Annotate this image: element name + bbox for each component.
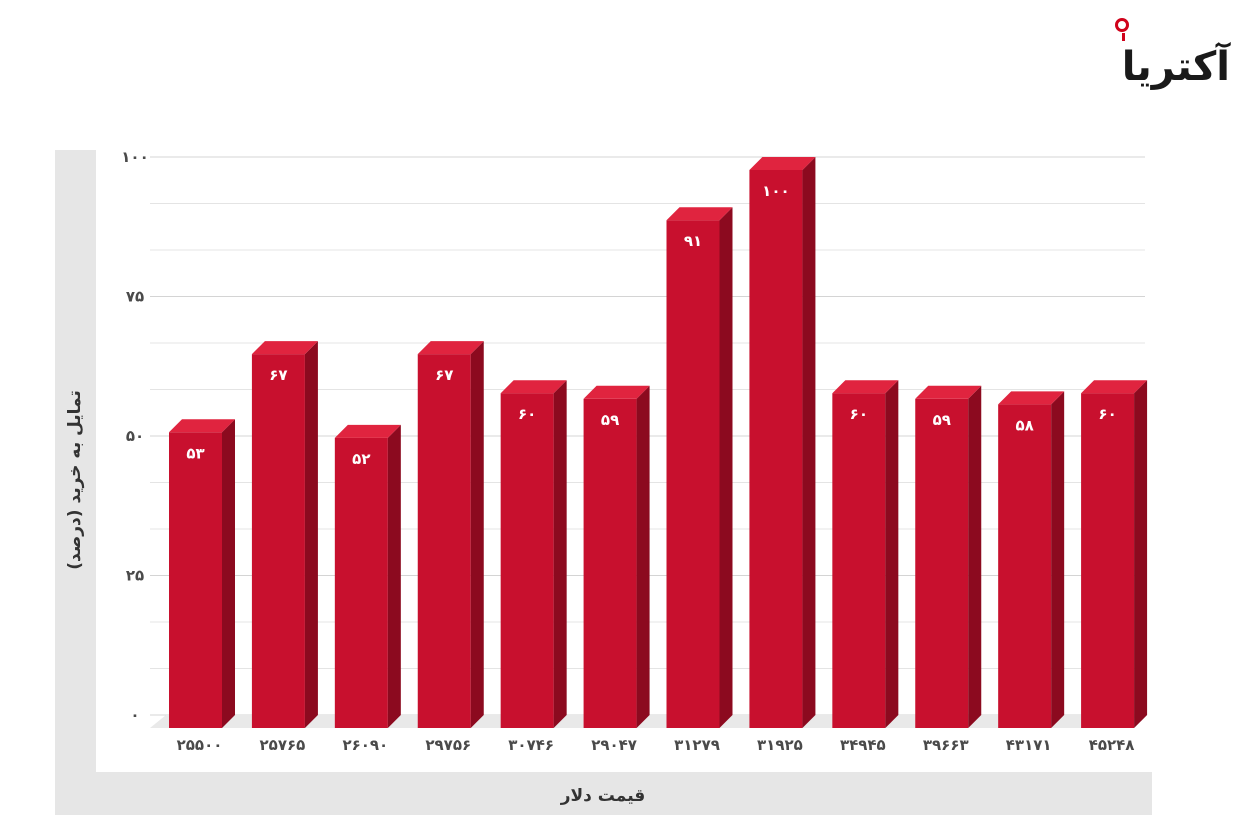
bar [500,393,554,728]
bar-side [222,419,235,728]
x-tick-label: ۳۴۹۴۵ [840,736,886,754]
bar [915,398,969,728]
bar-top [251,341,318,355]
bar-side [553,380,567,728]
bar-top [169,419,235,433]
x-tick-label: ۲۹۷۵۶ [425,736,471,754]
y-tick-label: ۱۰۰ [121,148,148,166]
x-tick-label: ۳۱۹۲۵ [757,736,803,754]
bar-top [500,380,567,394]
bar-top [666,207,733,221]
bar-side [470,341,484,728]
bar [998,404,1052,728]
x-tick-label: ۲۶۰۹۰ [342,736,388,754]
bar [1081,393,1135,728]
data-label: ۵۹ [601,411,619,429]
x-tick-label: ۳۱۲۷۹ [674,736,720,754]
bar-top [749,157,816,170]
logo-pin-icon [1115,18,1129,41]
data-label: ۶۰ [850,405,868,423]
x-tick-label: ۴۳۱۷۱ [1006,736,1052,754]
bar [251,354,305,728]
bar-top [915,385,982,399]
data-label: ۶۰ [1098,405,1116,423]
bar-side [719,207,733,729]
bar-side [1134,380,1148,728]
x-tick-label: ۲۵۵۰۰ [177,736,223,754]
bar [583,398,637,728]
x-tick-label: ۲۹۰۴۷ [591,736,637,754]
data-label: ۹۱ [684,232,702,250]
bar-side [636,385,650,728]
bar-top [334,424,401,438]
data-label: ۱۰۰ [762,182,789,200]
bar-side [968,385,982,728]
x-tick-label: ۲۵۷۶۵ [260,736,306,754]
bar [749,170,803,728]
y-tick-label: ۵۰ [126,427,144,445]
bar-top [832,380,899,394]
logo-text: آکتریا [1121,44,1231,90]
bar-side [387,424,401,728]
x-axis-label: قیمت دلار [560,786,646,806]
bar-top [417,341,484,355]
y-tick-label: ۲۵ [126,567,144,585]
x-tick-label: ۳۹۶۶۳ [923,736,969,754]
bar [334,437,388,728]
bar [417,354,471,728]
bar-side [802,157,816,728]
bar-top [1081,380,1148,394]
y-tick-label: ۰ [130,706,139,724]
y-tick-label: ۷۵ [126,288,144,306]
data-label: ۶۷ [269,366,287,384]
bar-side [885,380,899,728]
x-tick-label: ۳۰۷۴۶ [508,736,554,754]
brand-logo: آکتریا [1088,18,1238,98]
data-label: ۶۰ [518,405,536,423]
chart-floor [150,715,1145,728]
bar [666,220,720,728]
x-tick-label: ۴۵۲۴۸ [1089,736,1135,754]
data-label: ۵۳ [186,444,204,462]
bar-top [583,385,650,399]
y-axis-label: تمایل به خرید (درصد) [65,390,85,570]
data-label: ۶۷ [435,366,453,384]
data-label: ۵۲ [352,450,370,468]
bar-side [1051,391,1065,728]
bar-top [998,391,1065,405]
bar [169,432,222,728]
data-label: ۵۹ [933,411,951,429]
data-label: ۵۸ [1016,416,1034,434]
bar [832,393,886,728]
bar-side [304,341,318,728]
